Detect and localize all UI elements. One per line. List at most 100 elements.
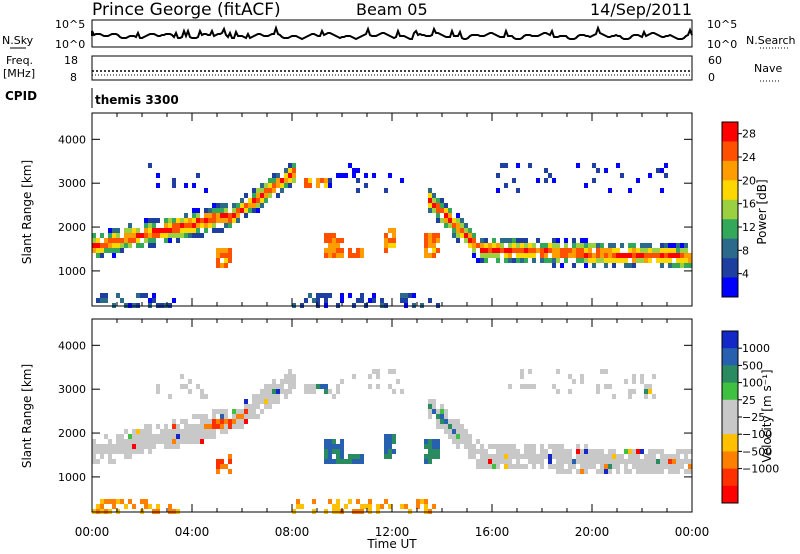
heatmap-cell xyxy=(620,253,624,258)
heatmap-cell xyxy=(208,218,212,223)
heatmap-cell xyxy=(340,173,344,178)
heatmap-cell xyxy=(428,298,432,303)
heatmap-cell xyxy=(404,298,408,303)
heatmap-cell xyxy=(92,439,96,444)
heatmap-cell xyxy=(500,248,504,253)
heatmap-cell xyxy=(652,459,656,464)
heatmap-cell xyxy=(484,449,488,454)
heatmap-cell xyxy=(328,449,332,454)
heatmap-cell xyxy=(192,424,196,429)
heatmap-cell xyxy=(660,243,664,248)
heatmap-cell xyxy=(656,258,660,263)
heatmap-cell xyxy=(516,449,520,454)
heatmap-cell xyxy=(444,414,448,419)
colorbar-swatch xyxy=(722,199,738,220)
heatmap-cell xyxy=(220,218,224,223)
heatmap-cell xyxy=(632,374,636,379)
heatmap-cell xyxy=(108,459,112,464)
heatmap-cell xyxy=(252,394,256,399)
heatmap-cell xyxy=(640,248,644,253)
heatmap-cell xyxy=(456,429,460,434)
heatmap-cell xyxy=(296,504,300,509)
heatmap-cell xyxy=(552,178,556,183)
heatmap-cell xyxy=(204,424,208,429)
heatmap-cell xyxy=(252,414,256,419)
heatmap-cell xyxy=(540,454,544,459)
heatmap-cell xyxy=(628,248,632,253)
heatmap-cell xyxy=(468,434,472,439)
heatmap-cell xyxy=(332,449,336,454)
heatmap-cell xyxy=(556,464,560,469)
heatmap-cell xyxy=(428,233,432,238)
colorbar-frame xyxy=(721,121,739,298)
heatmap-cell xyxy=(496,253,500,258)
heatmap-cell xyxy=(288,369,292,374)
heatmap-cell xyxy=(488,464,492,469)
colorbar-swatch xyxy=(722,485,738,504)
heatmap-cell xyxy=(484,248,488,253)
heatmap-cell xyxy=(632,258,636,263)
heatmap-cell xyxy=(392,449,396,454)
heatmap-cell xyxy=(616,459,620,464)
heatmap-cell xyxy=(400,293,404,298)
heatmap-cell xyxy=(520,454,524,459)
heatmap-cell xyxy=(132,238,136,243)
heatmap-cell xyxy=(472,243,476,248)
heatmap-cell xyxy=(524,449,528,454)
heatmap-cell xyxy=(188,429,192,434)
heatmap-cell xyxy=(584,258,588,263)
heatmap-cell xyxy=(428,409,432,414)
heatmap-cell xyxy=(324,449,328,454)
heatmap-cell xyxy=(112,228,116,233)
heatmap-cell xyxy=(324,459,328,464)
heatmap-cell xyxy=(244,399,248,404)
power-axes: 1000 2000 3000 4000 xyxy=(58,113,693,306)
heatmap-cell xyxy=(344,459,348,464)
colorbar-tick-label: −500 xyxy=(742,445,772,458)
heatmap-cell xyxy=(176,233,180,238)
heatmap-cell xyxy=(336,253,340,258)
heatmap-cell xyxy=(200,394,204,399)
heatmap-cell xyxy=(640,243,644,248)
heatmap-cell xyxy=(104,499,108,504)
heatmap-cell xyxy=(664,464,668,469)
noise-right-tick-bottom: 10^0 xyxy=(707,38,737,51)
heatmap-cell xyxy=(668,459,672,464)
heatmap-cell xyxy=(308,384,312,389)
heatmap-cell xyxy=(428,243,432,248)
x-tick-label: 08:00 xyxy=(275,525,310,539)
heatmap-cell xyxy=(200,424,204,429)
heatmap-cell xyxy=(324,183,328,188)
heatmap-cell xyxy=(680,449,684,454)
heatmap-cell xyxy=(196,218,200,223)
heatmap-cell xyxy=(452,434,456,439)
heatmap-cell xyxy=(528,243,532,248)
heatmap-cell xyxy=(660,168,664,173)
heatmap-cell xyxy=(324,454,328,459)
heatmap-cell xyxy=(632,248,636,253)
heatmap-cell xyxy=(588,253,592,258)
heatmap-cell xyxy=(512,258,516,263)
heatmap-cell xyxy=(632,389,636,394)
heatmap-cell xyxy=(224,203,228,208)
heatmap-cell xyxy=(480,449,484,454)
heatmap-cell xyxy=(468,238,472,243)
heatmap-cell xyxy=(532,248,536,253)
heatmap-cell xyxy=(604,248,608,253)
heatmap-cell xyxy=(492,454,496,459)
heatmap-cell xyxy=(620,454,624,459)
heatmap-cell xyxy=(588,449,592,454)
heatmap-cell xyxy=(140,499,144,504)
heatmap-cell xyxy=(508,258,512,263)
heatmap-cell xyxy=(568,469,572,474)
heatmap-cell xyxy=(188,218,192,223)
heatmap-cell xyxy=(620,243,624,248)
power-ylabel: Slant Range [km] xyxy=(20,160,34,264)
heatmap-cell xyxy=(420,499,424,504)
heatmap-cell xyxy=(116,444,120,449)
heatmap-cell xyxy=(644,248,648,253)
heatmap-cell xyxy=(400,389,404,394)
heatmap-cell xyxy=(488,444,492,449)
heatmap-cell xyxy=(316,183,320,188)
heatmap-cell xyxy=(144,429,148,434)
